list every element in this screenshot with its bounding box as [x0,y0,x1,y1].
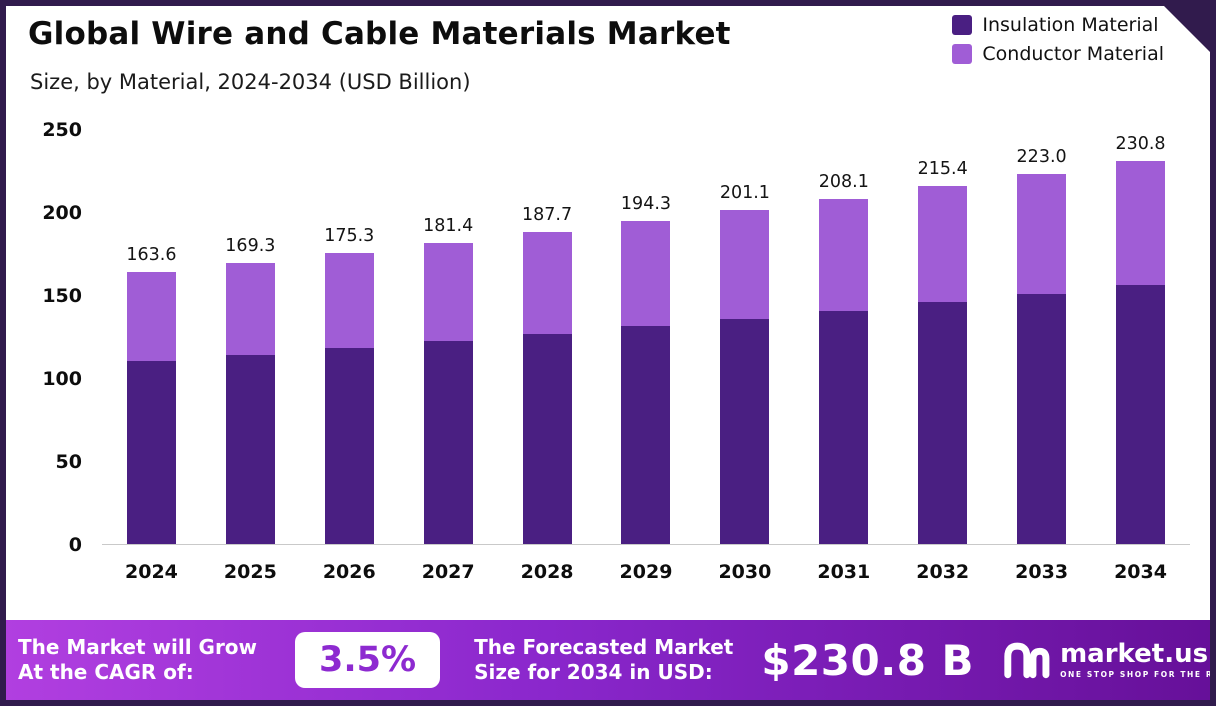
insulation-material-segment [225,354,275,544]
stacked-bar [225,262,275,544]
bar-total-label: 215.4 [917,159,968,180]
brand-name: market.us [1060,639,1209,670]
page-subtitle: Size, by Material, 2024-2034 (USD Billio… [30,70,471,94]
y-axis: 0 50 100 150 200 250 [20,119,82,556]
cagr-value-badge: 3.5% [295,632,441,688]
stacked-bar [522,232,572,544]
forecast-value: $230.8 B [761,635,975,685]
insulation-material-segment [324,347,374,544]
conductor-material-segment [324,253,374,348]
insulation-material-segment [918,302,968,544]
x-axis-label: 2033 [1015,561,1069,583]
x-axis-label: 2028 [520,561,574,583]
y-axis-tick-label: 50 [55,451,82,473]
stacked-bar [423,242,473,544]
insulation-material-segment [1017,294,1067,544]
bar-total-label: 181.4 [423,215,474,236]
stacked-bar [819,198,869,544]
bar-column: 175.3 [300,130,399,544]
y-axis-tick-label: 150 [42,285,82,307]
insulation-material-segment [1116,285,1166,544]
bar-total-label: 163.6 [126,245,177,266]
plot-area: 163.6 169.3 175.3 181.4 187.7 194.3 201.1 208.1… [102,130,1190,545]
stacked-bar [918,186,968,544]
bar-column: 201.1 [695,130,794,544]
brand-tagline: ONE STOP SHOP FOR THE REPORTS [1060,670,1214,680]
brand-block: market.us ONE STOP SHOP FOR THE REPORTS [1000,639,1214,680]
conductor-material-segment [720,210,770,319]
bar-column: 194.3 [597,130,696,544]
bar-column: 208.1 [794,130,893,544]
conductor-material-segment [225,262,275,355]
legend: Insulation Material Conductor Material [952,14,1164,65]
bar-total-label: 175.3 [324,226,375,247]
conductor-material-segment [1116,160,1166,286]
forecast-label: The Forecasted Market Size for 2034 in U… [474,635,734,684]
y-axis-tick-label: 200 [42,202,82,224]
x-axis-label: 2029 [619,561,673,583]
x-axis-label: 2034 [1114,561,1167,583]
conductor-material-segment [522,232,572,334]
conductor-material-segment [918,186,968,303]
x-axis-label: 2032 [916,561,970,583]
legend-swatch-insulation-icon [952,15,973,35]
stacked-bar [720,210,770,544]
legend-item-conductor: Conductor Material [952,43,1164,65]
insulation-material-segment [720,318,770,544]
stacked-bar [324,253,374,544]
stacked-bar [1017,173,1067,544]
x-axis-label: 2027 [421,561,475,583]
legend-label-conductor: Conductor Material [982,43,1164,65]
x-axis-label: 2030 [718,561,772,583]
bar-total-label: 208.1 [818,171,869,192]
legend-item-insulation: Insulation Material [952,14,1164,36]
bar-total-label: 169.3 [225,235,276,256]
conductor-material-segment [126,272,176,362]
bar-total-label: 187.7 [522,205,573,226]
insulation-material-segment [522,333,572,544]
stacked-bar [621,221,671,544]
bar-total-label: 201.1 [719,183,770,204]
chart-area: 163.6 169.3 175.3 181.4 187.7 194.3 201.1 208.1… [102,130,1190,583]
insulation-material-segment [819,310,869,544]
corner-accent [1164,6,1210,52]
bar-column: 169.3 [201,130,300,544]
bar-total-label: 223.0 [1016,146,1067,167]
insulation-material-segment [423,340,473,544]
legend-label-insulation: Insulation Material [982,14,1159,36]
bar-column: 181.4 [399,130,498,544]
brand-text: market.us ONE STOP SHOP FOR THE REPORTS [1060,639,1214,680]
stacked-bar [126,272,176,544]
x-axis-label: 2026 [322,561,376,583]
insulation-material-segment [126,361,176,544]
x-axis-label: 2025 [223,561,277,583]
cagr-label: The Market will Grow At the CAGR of: [18,635,258,684]
bar-column: 230.8 [1091,130,1190,544]
footer-banner: The Market will Grow At the CAGR of: 3.5… [6,620,1210,700]
x-axis-label: 2024 [125,561,178,583]
marketus-logo-icon [1004,642,1050,679]
bar-total-label: 194.3 [620,194,672,215]
y-axis-tick-label: 0 [68,534,82,556]
bar-column: 187.7 [498,130,597,544]
conductor-material-segment [819,198,869,311]
conductor-material-segment [423,242,473,341]
x-axis-label: 2031 [817,561,871,583]
y-axis-tick-label: 100 [42,368,82,390]
y-axis-tick-label: 250 [42,119,82,141]
bar-column: 223.0 [992,130,1091,544]
insulation-material-segment [621,326,671,544]
bar-column: 163.6 [102,130,201,544]
stacked-bar [1116,160,1166,544]
legend-swatch-conductor-icon [952,44,973,64]
x-axis: 2024 2025 2026 2027 2028 2029 2030 2031 2032 2033… [102,545,1190,583]
bar-total-label: 230.8 [1115,133,1166,154]
conductor-material-segment [621,221,671,327]
conductor-material-segment [1017,173,1067,295]
bar-column: 215.4 [893,130,992,544]
page-title: Global Wire and Cable Materials Market [28,16,731,52]
